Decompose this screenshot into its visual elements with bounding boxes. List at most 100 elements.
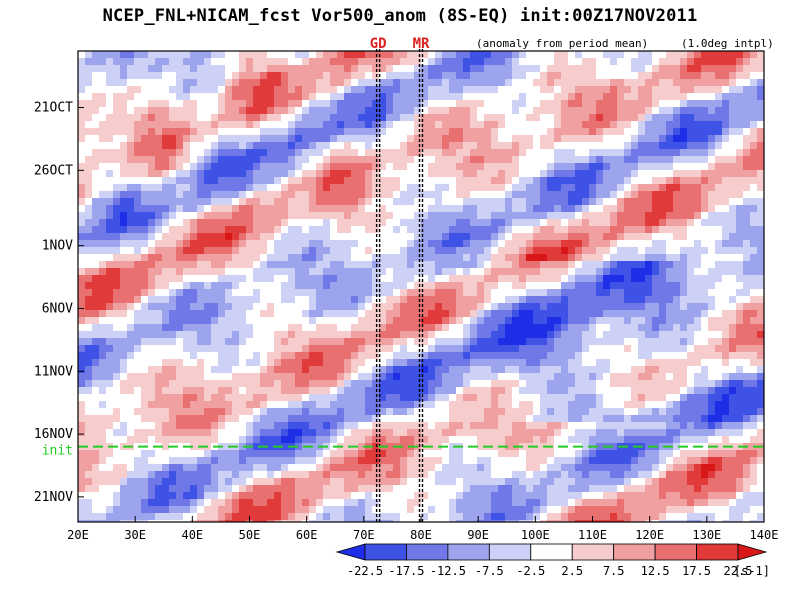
heatmap-cell — [162, 492, 170, 500]
heatmap-cell — [295, 520, 303, 522]
heatmap-cell — [288, 415, 296, 423]
heatmap-cell — [547, 359, 555, 367]
heatmap-cell — [575, 65, 583, 73]
heatmap-cell — [267, 149, 275, 157]
heatmap-cell — [358, 310, 366, 318]
heatmap-cell — [302, 485, 310, 493]
heatmap-cell — [491, 373, 499, 381]
heatmap-cell — [344, 401, 352, 409]
heatmap-cell — [554, 429, 562, 437]
heatmap-cell — [169, 142, 177, 150]
heatmap-cell — [288, 359, 296, 367]
heatmap-cell — [477, 282, 485, 290]
heatmap-cell — [225, 485, 233, 493]
heatmap-cell — [316, 394, 324, 402]
heatmap-cell — [512, 401, 520, 409]
heatmap-cell — [197, 345, 205, 353]
heatmap-cell — [400, 72, 408, 80]
heatmap-cell — [134, 233, 142, 241]
heatmap-cell — [323, 219, 331, 227]
heatmap-cell — [344, 464, 352, 472]
heatmap-cell — [127, 422, 135, 430]
heatmap-cell — [575, 240, 583, 248]
heatmap-cell — [400, 163, 408, 171]
heatmap-cell — [463, 72, 471, 80]
heatmap-cell — [288, 401, 296, 409]
heatmap-cell — [281, 226, 289, 234]
heatmap-cell — [428, 107, 436, 115]
heatmap-cell — [267, 506, 275, 514]
heatmap-cell — [400, 513, 408, 521]
heatmap-cell — [428, 289, 436, 297]
heatmap-cell — [337, 198, 345, 206]
heatmap-cell — [435, 513, 443, 521]
heatmap-cell — [505, 72, 513, 80]
heatmap-cell — [575, 471, 583, 479]
heatmap-cell — [505, 359, 513, 367]
heatmap-cell — [246, 114, 254, 122]
heatmap-cell — [330, 324, 338, 332]
heatmap-cell — [148, 93, 156, 101]
heatmap-cell — [442, 520, 450, 522]
heatmap-cell — [281, 72, 289, 80]
heatmap-cell — [575, 107, 583, 115]
heatmap-cell — [316, 513, 324, 521]
heatmap-cell — [526, 310, 534, 318]
heatmap-cell — [183, 352, 191, 360]
heatmap-cell — [421, 352, 429, 360]
heatmap-cell — [435, 485, 443, 493]
heatmap-cell — [533, 226, 541, 234]
heatmap-cell — [260, 58, 268, 66]
heatmap-cell — [400, 485, 408, 493]
heatmap-cell — [211, 289, 219, 297]
heatmap-cell — [218, 149, 226, 157]
heatmap-cell — [456, 464, 464, 472]
heatmap-cell — [421, 51, 429, 59]
heatmap-cell — [260, 170, 268, 178]
heatmap-cell — [491, 324, 499, 332]
heatmap-cell — [218, 464, 226, 472]
heatmap-cell — [330, 268, 338, 276]
heatmap-cell — [190, 142, 198, 150]
heatmap-cell — [295, 366, 303, 374]
heatmap-cell — [372, 464, 380, 472]
heatmap-cell — [456, 198, 464, 206]
heatmap-cell — [407, 450, 415, 458]
heatmap-cell — [127, 415, 135, 423]
heatmap-cell — [295, 289, 303, 297]
heatmap-cell — [344, 450, 352, 458]
heatmap-cell — [547, 289, 555, 297]
heatmap-cell — [267, 457, 275, 465]
heatmap-cell — [372, 142, 380, 150]
heatmap-cell — [491, 191, 499, 199]
heatmap-cell — [155, 275, 163, 283]
heatmap-cell — [316, 163, 324, 171]
heatmap-field — [78, 51, 764, 522]
heatmap-cell — [463, 170, 471, 178]
heatmap-cell — [491, 387, 499, 395]
heatmap-cell — [575, 191, 583, 199]
heatmap-cell — [519, 457, 527, 465]
heatmap-cell — [337, 184, 345, 192]
heatmap-cell — [372, 58, 380, 66]
heatmap-cell — [393, 296, 401, 304]
heatmap-cell — [379, 520, 387, 522]
heatmap-cell — [393, 219, 401, 227]
heatmap-cell — [372, 100, 380, 108]
heatmap-cell — [400, 408, 408, 416]
heatmap-cell — [155, 471, 163, 479]
heatmap-cell — [351, 338, 359, 346]
heatmap-cell — [365, 492, 373, 500]
heatmap-cell — [358, 233, 366, 241]
heatmap-cell — [484, 65, 492, 73]
heatmap-cell — [316, 177, 324, 185]
heatmap-cell — [267, 212, 275, 220]
heatmap-cell — [99, 275, 107, 283]
heatmap-cell — [568, 359, 576, 367]
heatmap-cell — [169, 72, 177, 80]
heatmap-cell — [99, 261, 107, 269]
heatmap-cell — [561, 212, 569, 220]
heatmap-cell — [288, 408, 296, 416]
heatmap-cell — [547, 135, 555, 143]
heatmap-cell — [407, 520, 415, 522]
